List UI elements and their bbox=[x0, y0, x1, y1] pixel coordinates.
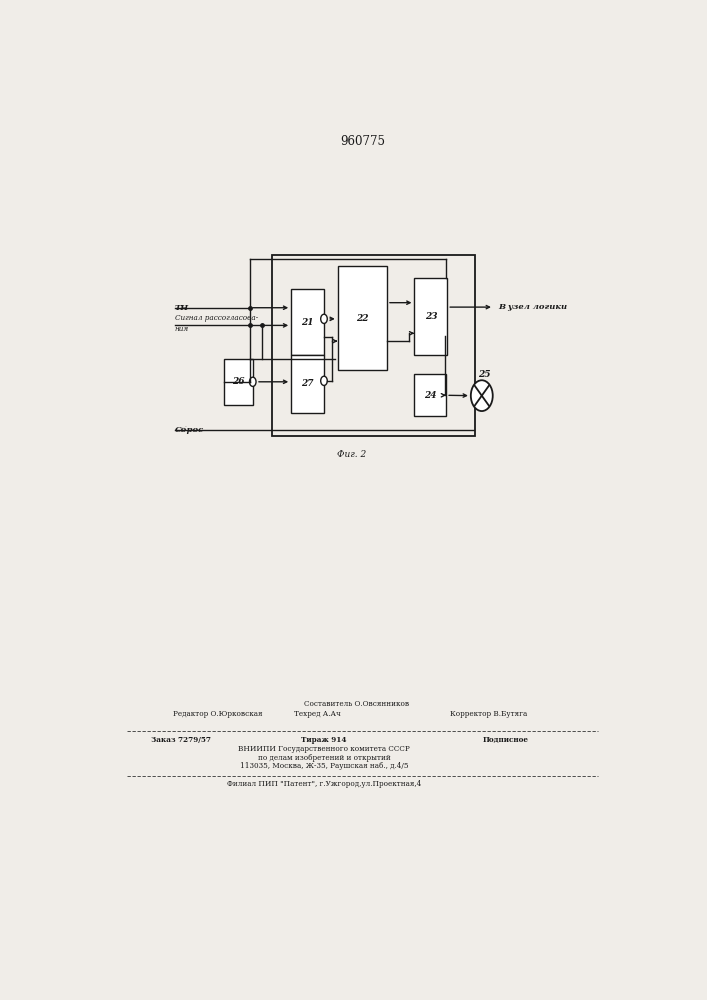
Text: Корректор В.Бутяга: Корректор В.Бутяга bbox=[450, 710, 527, 718]
Text: 22: 22 bbox=[356, 314, 368, 323]
Bar bbox=[338, 266, 387, 370]
Text: 113035, Москва, Ж-35, Раушская наб., д.4/5: 113035, Москва, Ж-35, Раушская наб., д.4… bbox=[240, 762, 408, 770]
Text: ВНИИПИ Государственного комитета СССР: ВНИИПИ Государственного комитета СССР bbox=[238, 745, 410, 753]
Text: 25: 25 bbox=[478, 370, 491, 379]
Text: Тираж 914: Тираж 914 bbox=[301, 736, 346, 744]
Text: 24: 24 bbox=[424, 391, 436, 400]
Text: ТН: ТН bbox=[175, 304, 189, 312]
Text: Заказ 7279/57: Заказ 7279/57 bbox=[151, 736, 211, 744]
Bar bbox=[272, 255, 474, 436]
Bar bbox=[414, 374, 446, 416]
Text: Фиг. 2: Фиг. 2 bbox=[337, 450, 366, 459]
Text: Составитель О.Овсянников: Составитель О.Овсянников bbox=[304, 700, 409, 708]
Text: по делам изобретений и открытий: по делам изобретений и открытий bbox=[257, 754, 390, 762]
Text: 960775: 960775 bbox=[340, 135, 385, 148]
Bar bbox=[414, 278, 448, 355]
Circle shape bbox=[321, 376, 327, 385]
Circle shape bbox=[321, 314, 327, 323]
Text: Техред А.Ач: Техред А.Ач bbox=[294, 710, 341, 718]
Text: 21: 21 bbox=[301, 318, 314, 327]
Text: 27: 27 bbox=[301, 379, 314, 388]
Text: 26: 26 bbox=[233, 377, 245, 386]
Text: 23: 23 bbox=[425, 312, 437, 321]
Text: Сигнал рассогласова-: Сигнал рассогласова- bbox=[175, 314, 258, 322]
Bar bbox=[291, 355, 324, 413]
Circle shape bbox=[471, 380, 493, 411]
Bar bbox=[224, 359, 253, 405]
Text: В узел логики: В узел логики bbox=[498, 303, 567, 311]
Text: ния: ния bbox=[175, 325, 189, 333]
Text: Сброс: Сброс bbox=[175, 426, 204, 434]
Text: Филиал ПИП "Патент", г.Ужгород,ул.Проектная,4: Филиал ПИП "Патент", г.Ужгород,ул.Проект… bbox=[227, 780, 421, 788]
Circle shape bbox=[250, 377, 256, 386]
Bar bbox=[291, 289, 324, 355]
Text: Подписное: Подписное bbox=[483, 736, 529, 744]
Text: Редактор О.Юрковская: Редактор О.Юрковская bbox=[173, 710, 263, 718]
